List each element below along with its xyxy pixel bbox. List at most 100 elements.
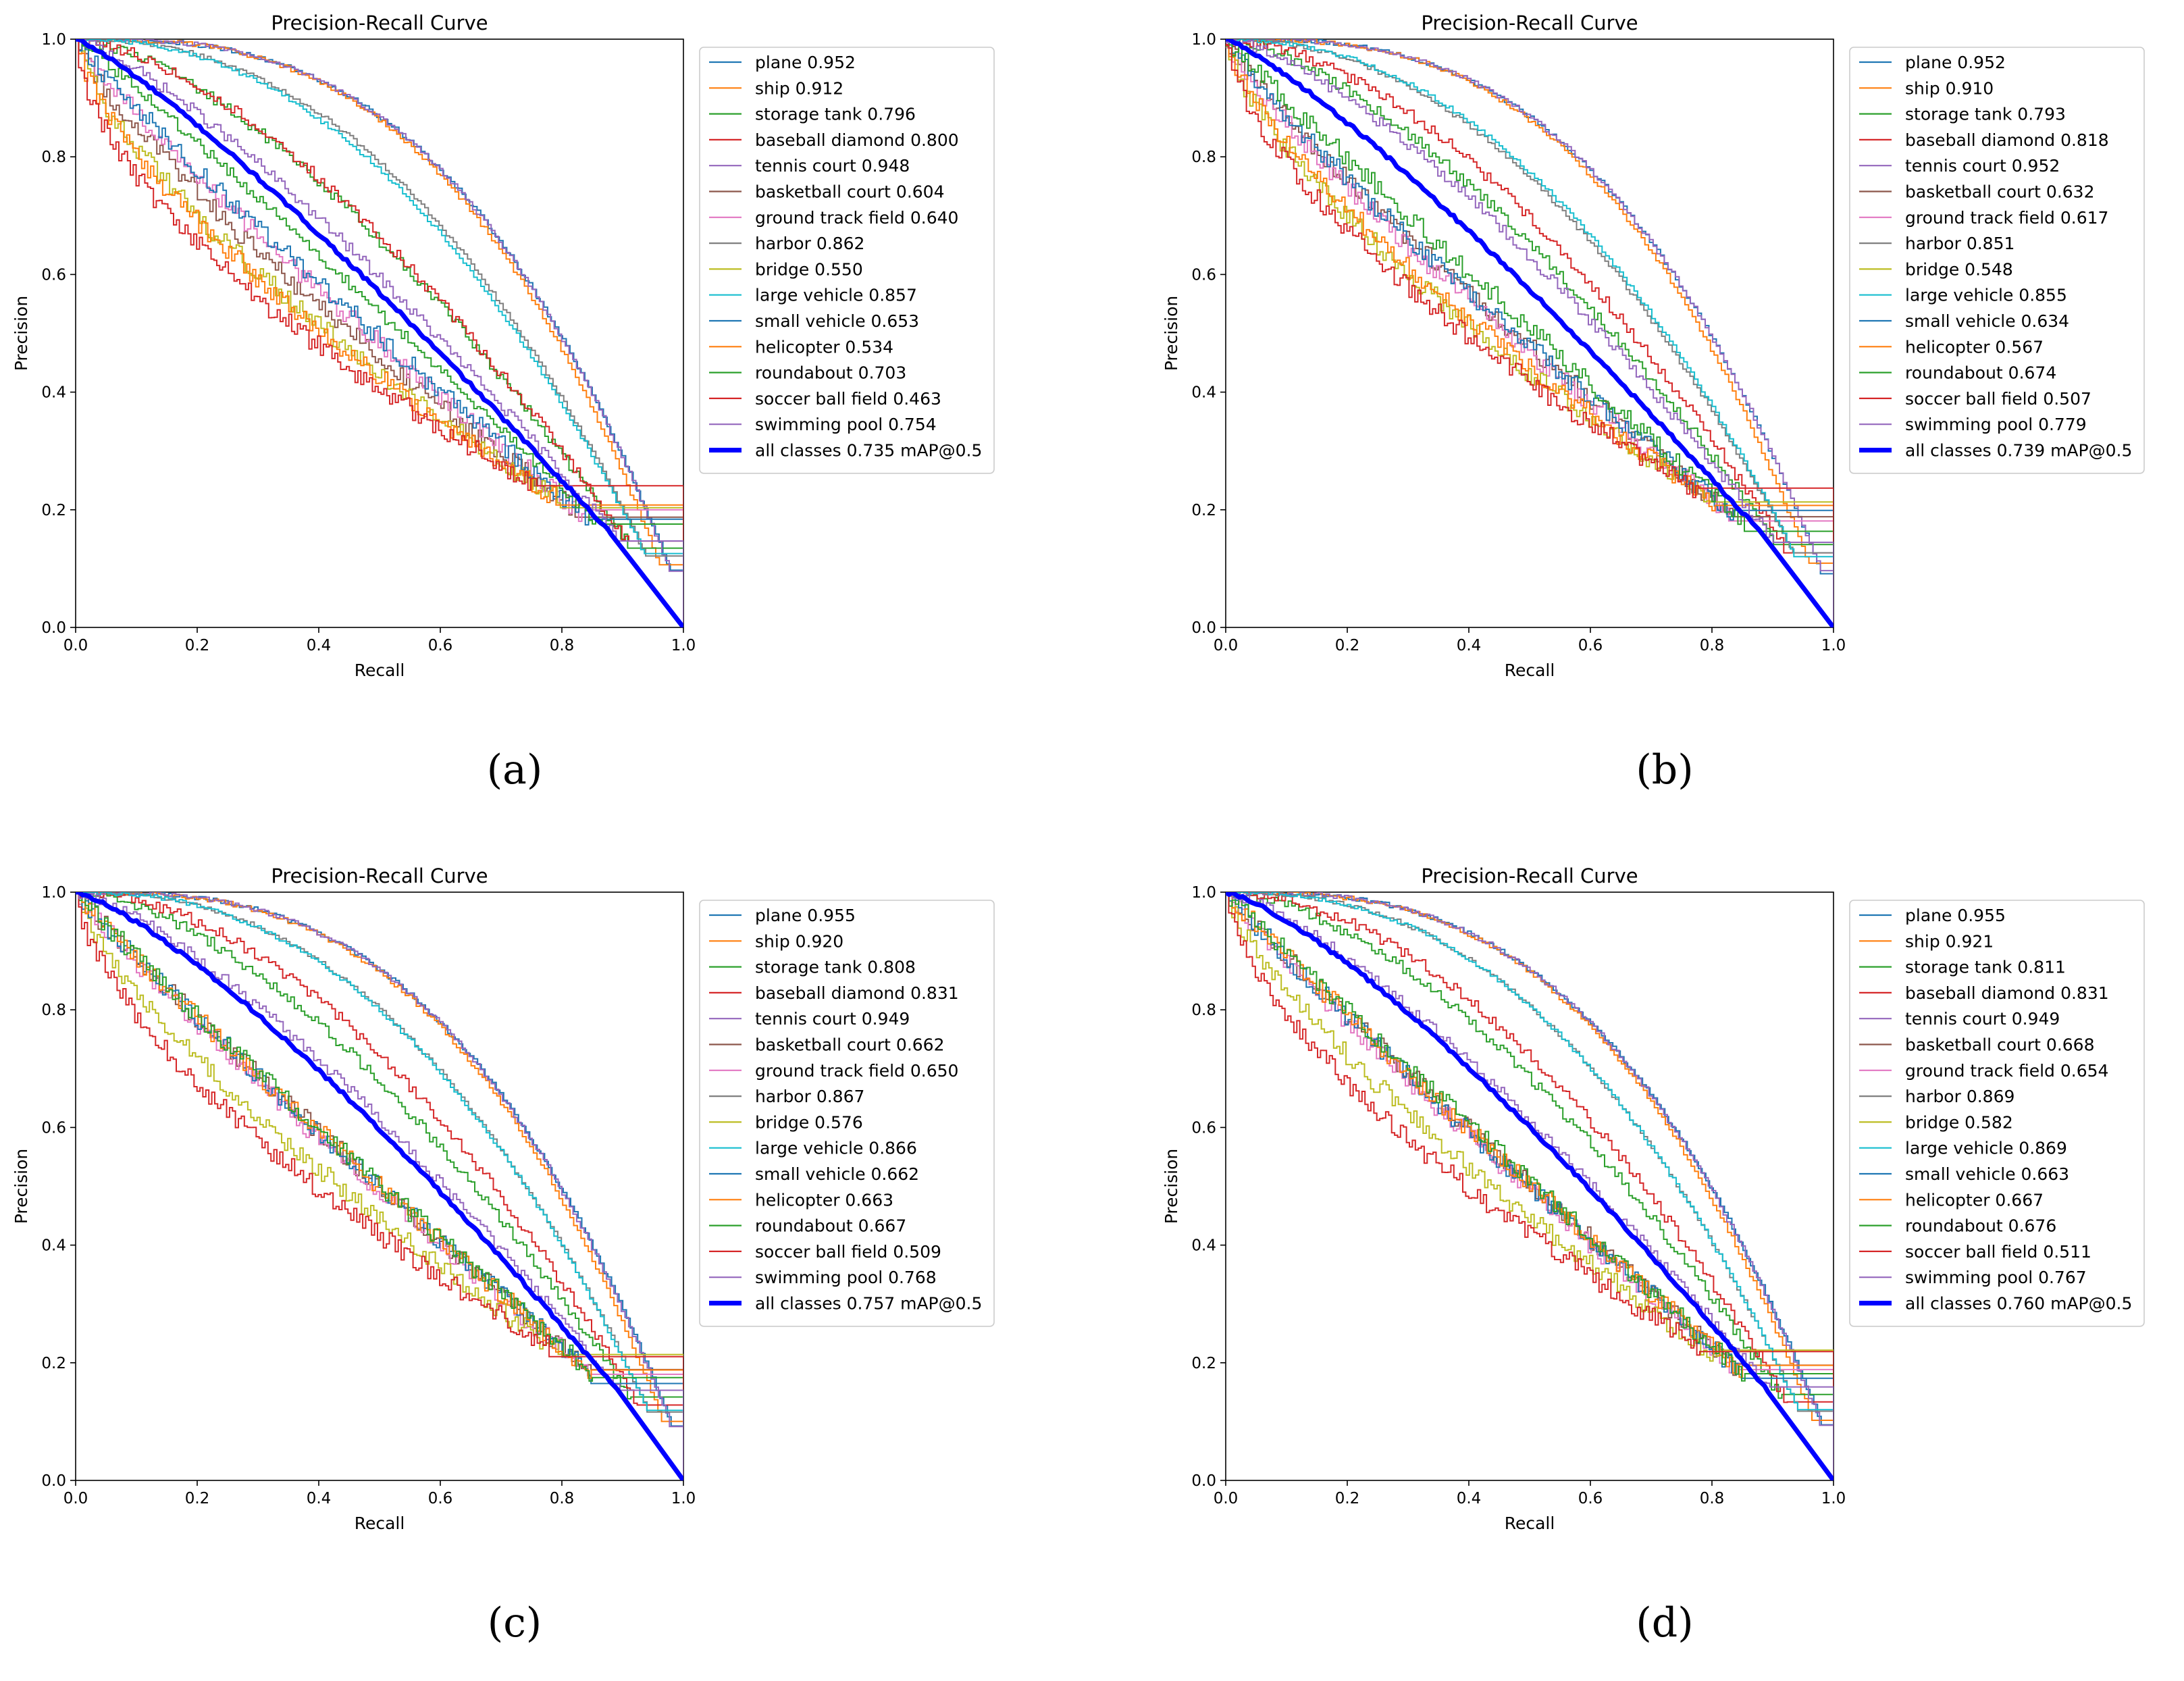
series-line-ground-track-field [76,892,683,1480]
series-line-harbor [1226,39,1834,627]
legend-label-large-vehicle: large vehicle 0.869 [1905,1139,2067,1158]
legend-label-plane: plane 0.955 [755,906,856,925]
legend-label-roundabout: roundabout 0.667 [755,1216,906,1236]
y-tick-label: 0.8 [1191,149,1216,166]
legend-label-ship: ship 0.910 [1905,78,1994,98]
curves-group [1226,892,1834,1480]
legend-label-large-vehicle: large vehicle 0.857 [755,286,917,305]
chart-panel-d: Precision-Recall Curve 0.0 0.2 0.4 0.6 0.8 1.0… [1150,853,2184,1681]
y-tick-label: 0.4 [1191,1237,1216,1255]
y-axis-label: Precision [11,296,31,371]
legend-label-baseball-diamond: baseball diamond 0.831 [755,983,959,1003]
y-tick-label: 0.4 [1191,384,1216,402]
legend-label-soccer-ball-field: soccer ball field 0.511 [1905,1242,2091,1262]
legend-label-swimming-pool: swimming pool 0.779 [1905,415,2087,434]
y-tick-label: 0.0 [41,1472,66,1490]
legend-box [699,900,995,1327]
legend-label-bridge: bridge 0.548 [1905,259,2013,279]
series-line-all-classes [76,39,683,627]
legend-label-helicopter: helicopter 0.567 [1905,337,2044,357]
series-line-storage-tank [1226,39,1834,627]
legend-label-ground-track-field: ground track field 0.617 [1905,208,2108,228]
chart-panel-a: Precision-Recall Curve 0.0 0.2 0.4 0.6 0.8 1.0… [0,0,1092,828]
series-line-bridge [76,892,683,1480]
series-line-tennis-court [1226,39,1834,627]
x-tick-label: 0.0 [63,637,88,654]
series-line-all-classes [1226,892,1834,1480]
x-tick-label: 0.6 [1578,637,1603,654]
series-line-harbor [76,39,683,627]
x-tick-label: 1.0 [1821,637,1846,654]
series-line-roundabout [76,892,683,1480]
panel-caption: (d) [1636,1599,1693,1647]
series-line-helicopter [1226,45,1834,627]
plot-frame [75,891,684,1481]
series-line-soccer-ball-field [1226,45,1834,627]
series-line-tennis-court [76,39,683,627]
legend-label-small-vehicle: small vehicle 0.653 [755,311,919,331]
legend-label-small-vehicle: small vehicle 0.662 [755,1164,919,1184]
legend-label-all-classes: all classes 0.739 mAP@0.5 [1905,441,2132,461]
x-axis-label: Recall [1505,1514,1555,1533]
legend-label-swimming-pool: swimming pool 0.768 [755,1268,937,1287]
chart-panel-b: Precision-Recall Curve 0.0 0.2 0.4 0.6 0.8 1.0… [1150,0,2184,828]
series-line-storage-tank [76,892,683,1480]
legend-label-harbor: harbor 0.862 [755,234,864,253]
series-line-roundabout [1226,40,1834,627]
series-line-small-vehicle [1226,39,1834,627]
series-line-soccer-ball-field [76,39,683,627]
series-line-basketball-court [1226,46,1834,627]
pr-chart-d: Precision-Recall Curve 0.0 0.2 0.4 0.6 0.8 1.0… [1162,864,2145,1647]
legend-label-large-vehicle: large vehicle 0.866 [755,1139,917,1158]
legend-label-basketball-court: basketball court 0.668 [1905,1035,2095,1055]
series-line-swimming-pool [1226,892,1834,1480]
pr-chart-a: Precision-Recall Curve 0.0 0.2 0.4 0.6 0.8 1.0… [11,11,995,794]
legend-label-baseball-diamond: baseball diamond 0.831 [1905,983,2109,1003]
y-tick-label: 0.6 [41,266,66,284]
x-tick-label: 1.0 [671,1490,696,1507]
y-axis-label: Precision [1162,1149,1181,1224]
legend-label-tennis-court: tennis court 0.949 [1905,1009,2060,1029]
series-line-swimming-pool [1226,39,1834,627]
legend-label-tennis-court: tennis court 0.952 [1905,156,2060,176]
legend-label-soccer-ball-field: soccer ball field 0.509 [755,1242,941,1262]
x-tick-label: 0.2 [1335,1490,1360,1507]
series-line-baseball-diamond [1226,892,1834,1480]
legend-label-tennis-court: tennis court 0.949 [755,1009,910,1029]
y-tick-label: 1.0 [1191,884,1216,902]
legend-label-storage-tank: storage tank 0.811 [1905,958,2066,977]
series-line-storage-tank [1226,892,1834,1480]
legend-label-plane: plane 0.955 [1905,906,2006,925]
series-line-all-classes [76,892,683,1480]
series-line-basketball-court [76,892,683,1480]
legend-label-basketball-court: basketball court 0.632 [1905,182,2095,202]
legend-label-soccer-ball-field: soccer ball field 0.463 [755,389,941,409]
x-tick-label: 0.8 [550,637,575,654]
y-tick-label: 0.4 [41,384,66,402]
x-tick-label: 0.2 [185,1490,210,1507]
legend-label-bridge: bridge 0.582 [1905,1112,2013,1132]
legend-label-ground-track-field: ground track field 0.654 [1905,1061,2108,1081]
y-tick-label: 0.2 [41,1355,66,1372]
chart-title: Precision-Recall Curve [1421,11,1638,34]
legend-label-tennis-court: tennis court 0.948 [755,156,910,176]
legend-label-soccer-ball-field: soccer ball field 0.507 [1905,389,2091,409]
legend-label-swimming-pool: swimming pool 0.767 [1905,1268,2087,1287]
x-tick-label: 0.4 [307,1490,332,1507]
series-line-baseball-diamond [76,892,683,1480]
legend-box [699,47,995,474]
curves-group [76,892,683,1480]
series-line-all-classes [1226,39,1834,627]
series-line-tennis-court [1226,892,1834,1480]
y-axis-label: Precision [1162,296,1181,371]
legend-label-ground-track-field: ground track field 0.640 [755,208,958,228]
y-axis-label: Precision [11,1149,31,1224]
y-tick-label: 1.0 [41,31,66,49]
series-line-large-vehicle [76,39,683,627]
legend-label-small-vehicle: small vehicle 0.663 [1905,1164,2069,1184]
series-line-plane [76,892,683,1480]
series-line-ship [76,892,683,1480]
series-line-large-vehicle [1226,892,1834,1480]
series-line-soccer-ball-field [1226,892,1834,1480]
pr-chart-b: Precision-Recall Curve 0.0 0.2 0.4 0.6 0.8 1.0… [1162,11,2145,794]
